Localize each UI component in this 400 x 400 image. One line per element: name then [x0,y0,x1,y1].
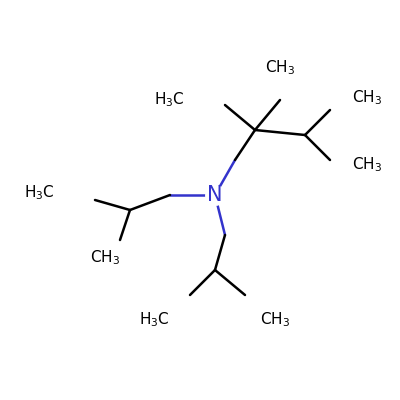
Text: CH$_3$: CH$_3$ [260,311,290,329]
Text: CH$_3$: CH$_3$ [352,156,382,174]
Text: H$_3$C: H$_3$C [139,311,170,329]
Text: CH$_3$: CH$_3$ [265,59,295,77]
Text: H$_3$C: H$_3$C [154,91,185,109]
Text: CH$_3$: CH$_3$ [352,89,382,107]
Text: N: N [207,185,223,205]
Text: CH$_3$: CH$_3$ [90,249,120,267]
Text: H$_3$C: H$_3$C [24,184,55,202]
